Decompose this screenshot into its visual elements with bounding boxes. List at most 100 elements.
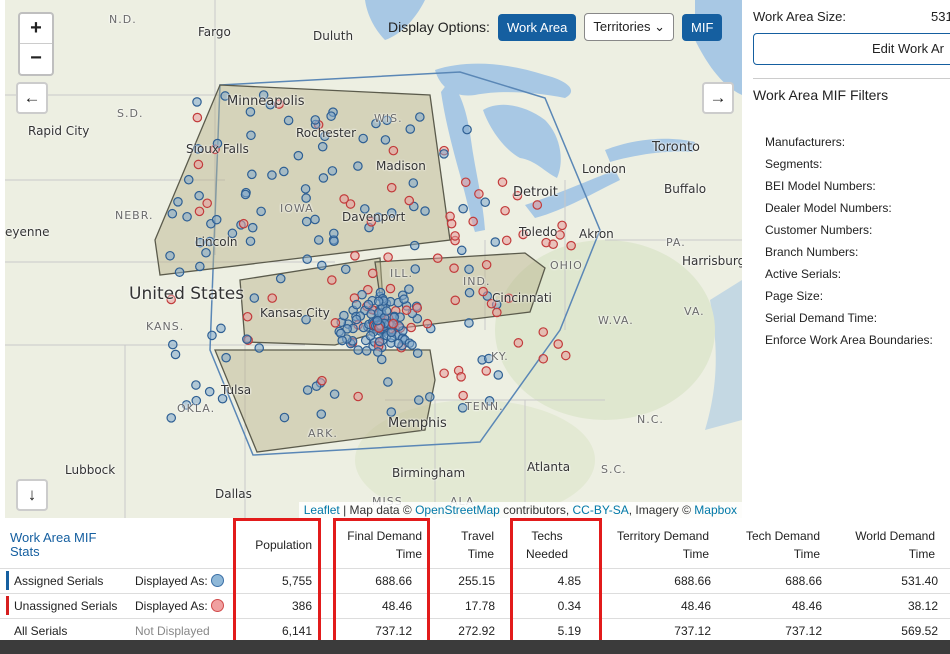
assigned-serial-marker[interactable] (351, 299, 362, 310)
unassigned-serial-marker[interactable] (450, 231, 460, 241)
unassigned-serial-marker[interactable] (450, 295, 461, 306)
license-link[interactable]: CC-BY-SA (572, 503, 629, 517)
assigned-serial-marker[interactable] (300, 184, 311, 194)
assigned-serial-marker[interactable] (327, 166, 338, 176)
assigned-serial-marker[interactable] (245, 236, 256, 247)
unassigned-serial-marker[interactable] (538, 353, 549, 364)
assigned-serial-marker[interactable] (165, 250, 175, 261)
assigned-serial-marker[interactable] (358, 133, 368, 144)
pan-down-button[interactable]: ↓ (16, 479, 48, 511)
unassigned-serial-marker[interactable] (458, 390, 468, 401)
pan-left-button[interactable]: ← (16, 82, 48, 114)
assigned-serial-marker[interactable] (386, 407, 397, 417)
unassigned-serial-marker[interactable] (339, 194, 349, 204)
edit-work-area-button[interactable]: Edit Work Ar (753, 33, 950, 65)
unassigned-serial-marker[interactable] (242, 311, 253, 322)
assigned-serial-marker[interactable] (480, 197, 491, 208)
assigned-serial-marker[interactable] (373, 212, 383, 223)
unassigned-serial-marker[interactable] (439, 368, 449, 379)
assigned-serial-marker[interactable] (193, 144, 203, 154)
assigned-serial-marker[interactable] (301, 314, 311, 325)
unassigned-serial-marker[interactable] (353, 391, 363, 402)
assigned-serial-marker[interactable] (329, 236, 339, 247)
assigned-serial-marker[interactable] (365, 331, 376, 341)
assigned-serial-marker[interactable] (383, 377, 393, 387)
assigned-serial-marker[interactable] (425, 392, 435, 402)
assigned-serial-marker[interactable] (393, 338, 404, 349)
assigned-serial-marker[interactable] (181, 400, 192, 410)
assigned-serial-marker[interactable] (439, 149, 449, 159)
assigned-serial-marker[interactable] (464, 318, 474, 328)
unassigned-serial-marker[interactable] (422, 318, 433, 329)
assigned-serial-marker[interactable] (293, 150, 304, 161)
unassigned-serial-marker[interactable] (388, 318, 398, 329)
assigned-serial-marker[interactable] (207, 330, 217, 341)
work-area-button[interactable]: Work Area (497, 13, 577, 41)
unassigned-serial-marker[interactable] (486, 298, 497, 309)
assigned-serial-marker[interactable] (342, 324, 352, 334)
assigned-serial-marker[interactable] (493, 370, 504, 380)
unassigned-serial-marker[interactable] (327, 275, 337, 285)
unassigned-serial-marker[interactable] (267, 293, 278, 303)
unassigned-serial-marker[interactable] (501, 235, 512, 246)
unassigned-serial-marker[interactable] (468, 216, 478, 227)
assigned-serial-marker[interactable] (407, 340, 417, 350)
unassigned-serial-marker[interactable] (386, 182, 397, 193)
unassigned-serial-marker[interactable] (474, 189, 484, 199)
unassigned-serial-marker[interactable] (538, 327, 549, 337)
assigned-serial-marker[interactable] (173, 197, 183, 207)
unassigned-serial-marker[interactable] (555, 230, 565, 240)
assigned-serial-marker[interactable] (386, 208, 397, 218)
unassigned-serial-marker[interactable] (548, 239, 558, 250)
assigned-serial-marker[interactable] (326, 111, 336, 121)
assigned-serial-marker[interactable] (204, 386, 215, 397)
mapbox-link[interactable]: Mapbox (694, 503, 737, 517)
assigned-serial-marker[interactable] (283, 115, 294, 126)
unassigned-serial-marker[interactable] (385, 283, 396, 294)
assigned-serial-marker[interactable] (220, 91, 230, 101)
assigned-serial-marker[interactable] (279, 166, 289, 177)
unassigned-serial-marker[interactable] (566, 240, 576, 251)
territories-dropdown[interactable]: Territories ⌄ (584, 13, 674, 41)
assigned-serial-marker[interactable] (174, 267, 185, 277)
assigned-serial-marker[interactable] (456, 245, 467, 256)
assigned-serial-marker[interactable] (319, 131, 330, 142)
assigned-serial-marker[interactable] (170, 349, 181, 360)
assigned-serial-marker[interactable] (317, 141, 328, 152)
assigned-serial-marker[interactable] (484, 396, 495, 406)
unassigned-serial-marker[interactable] (404, 195, 415, 206)
assigned-serial-marker[interactable] (372, 347, 383, 357)
assigned-serial-marker[interactable] (166, 413, 177, 423)
unassigned-serial-marker[interactable] (504, 293, 514, 304)
assigned-serial-marker[interactable] (409, 240, 420, 251)
unassigned-serial-marker[interactable] (192, 112, 203, 123)
assigned-serial-marker[interactable] (245, 107, 256, 117)
unassigned-serial-marker[interactable] (478, 286, 488, 297)
assigned-serial-marker[interactable] (167, 208, 178, 219)
unassigned-serial-marker[interactable] (366, 217, 377, 227)
assigned-serial-marker[interactable] (194, 190, 204, 201)
assigned-serial-marker[interactable] (337, 335, 347, 346)
zoom-out-button[interactable]: − (20, 43, 52, 73)
unassigned-serial-marker[interactable] (194, 206, 205, 217)
assigned-serial-marker[interactable] (316, 409, 327, 419)
assigned-serial-marker[interactable] (249, 293, 260, 303)
unassigned-serial-marker[interactable] (500, 205, 510, 216)
assigned-serial-marker[interactable] (216, 323, 226, 334)
unassigned-serial-marker[interactable] (383, 252, 393, 262)
unassigned-serial-marker[interactable] (456, 372, 466, 382)
assigned-serial-marker[interactable] (318, 173, 329, 183)
assigned-serial-marker[interactable] (462, 124, 472, 135)
assigned-serial-marker[interactable] (242, 334, 252, 344)
assigned-serial-marker[interactable] (374, 336, 385, 347)
unassigned-serial-marker[interactable] (193, 159, 204, 170)
assigned-serial-marker[interactable] (339, 310, 349, 321)
assigned-serial-marker[interactable] (205, 236, 215, 247)
unassigned-serial-marker[interactable] (449, 263, 459, 273)
assigned-serial-marker[interactable] (192, 97, 202, 107)
assigned-serial-marker[interactable] (363, 299, 374, 310)
unassigned-serial-marker[interactable] (330, 318, 341, 328)
unassigned-serial-marker[interactable] (553, 339, 564, 349)
assigned-serial-marker[interactable] (382, 115, 392, 126)
assigned-serial-marker[interactable] (415, 112, 425, 122)
